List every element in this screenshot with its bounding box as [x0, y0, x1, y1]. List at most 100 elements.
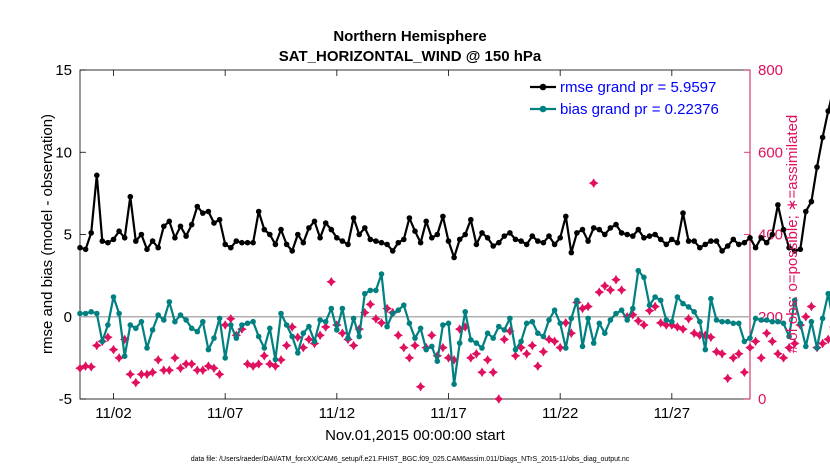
bias-point	[490, 335, 497, 341]
rmse-point	[607, 225, 614, 231]
obs-point	[415, 381, 426, 392]
obs-point	[773, 349, 783, 359]
obs-point	[611, 274, 621, 285]
obs-point	[544, 334, 554, 345]
obs-point	[287, 322, 297, 332]
bias-point	[590, 340, 597, 346]
rmse-point	[77, 244, 83, 251]
rmse-point	[462, 231, 469, 238]
bias-point	[546, 317, 552, 323]
bias-point	[306, 323, 312, 330]
rmse-point	[350, 215, 357, 221]
bias-point	[322, 318, 329, 325]
rmse-point	[384, 241, 390, 248]
rmse-point	[345, 241, 351, 248]
rmse-point	[540, 239, 547, 246]
rmse-point	[395, 239, 402, 246]
legend-bias-marker	[539, 105, 547, 113]
obs-point	[131, 377, 141, 388]
bias-point	[758, 317, 764, 323]
bias-point	[328, 305, 335, 312]
rmse-point	[166, 218, 173, 225]
rmse-point	[613, 221, 619, 228]
rmse-point	[417, 239, 424, 246]
legend: rmse grand pr = 5.9597 bias grand pr = 0…	[530, 79, 719, 118]
rmse-point	[99, 238, 106, 244]
bias-point	[82, 310, 89, 317]
bias-point	[317, 317, 323, 323]
rmse-point	[250, 239, 256, 246]
rmse-point	[568, 249, 575, 256]
rmse-point	[579, 226, 586, 233]
bias-point	[161, 317, 167, 323]
obs-point	[108, 344, 119, 355]
rmse-point	[758, 235, 764, 241]
data-file-footnote: data file: /Users/raeder/DAI/ATM_forcXX/…	[191, 456, 630, 463]
x-tick-label: 11/02	[95, 405, 131, 422]
obs-point	[655, 318, 666, 328]
rmse-point	[339, 238, 346, 244]
bias-point	[429, 343, 435, 350]
obs-point	[466, 353, 476, 363]
rmse-point	[311, 218, 318, 225]
bias-point	[138, 318, 145, 325]
obs-point	[683, 314, 694, 324]
obs-point	[114, 353, 124, 363]
obs-point	[605, 285, 616, 295]
rmse-point	[172, 235, 178, 241]
obs-point	[477, 367, 487, 378]
x-tick-label: 11/12	[319, 405, 355, 422]
rmse-point	[473, 241, 480, 248]
bias-point	[350, 315, 357, 322]
bias-point	[741, 338, 748, 345]
bias-point	[630, 305, 636, 312]
obs-point	[823, 334, 830, 345]
x-tick-label: 11/17	[430, 405, 466, 422]
rmse-point	[244, 239, 251, 246]
obs-point	[404, 353, 415, 363]
rmse-point	[133, 238, 139, 244]
rmse-point	[763, 239, 770, 246]
rmse-point	[317, 235, 323, 241]
bias-point	[216, 315, 223, 322]
bias-point	[775, 318, 781, 325]
bias-point	[272, 356, 279, 363]
rmse-point	[484, 235, 491, 241]
y-left-tick-label: 0	[64, 309, 72, 326]
rmse-point	[401, 236, 407, 243]
bias-point	[412, 335, 418, 341]
rmse-point	[501, 233, 508, 239]
bias-point	[222, 355, 228, 361]
obs-point	[510, 351, 521, 361]
obs-point	[410, 340, 420, 351]
bias-point	[674, 294, 681, 300]
bias-point	[814, 345, 820, 351]
obs-point	[220, 320, 230, 330]
obs-point	[650, 301, 660, 312]
obs-point	[549, 336, 560, 347]
rmse-point	[747, 235, 753, 241]
obs-point	[555, 342, 565, 353]
rmse-point	[563, 213, 569, 220]
obs-point	[734, 349, 744, 359]
rmse-point	[362, 225, 368, 231]
bias-point	[99, 338, 106, 345]
obs-point	[778, 353, 789, 363]
bias-point	[769, 318, 776, 325]
bias-point	[557, 320, 563, 327]
rmse-point	[574, 230, 580, 236]
rmse-point	[200, 210, 206, 216]
bias-point	[579, 343, 586, 350]
rmse-point	[144, 246, 150, 253]
rmse-point	[657, 236, 664, 243]
obs-point	[86, 362, 96, 372]
bias-point	[395, 307, 402, 314]
bias-point	[116, 310, 122, 317]
rmse-point	[155, 244, 161, 251]
obs-point	[248, 361, 258, 371]
rmse-point	[780, 226, 787, 233]
rmse-point	[194, 203, 201, 210]
rmse-point	[127, 193, 134, 200]
bias-point	[825, 290, 830, 297]
